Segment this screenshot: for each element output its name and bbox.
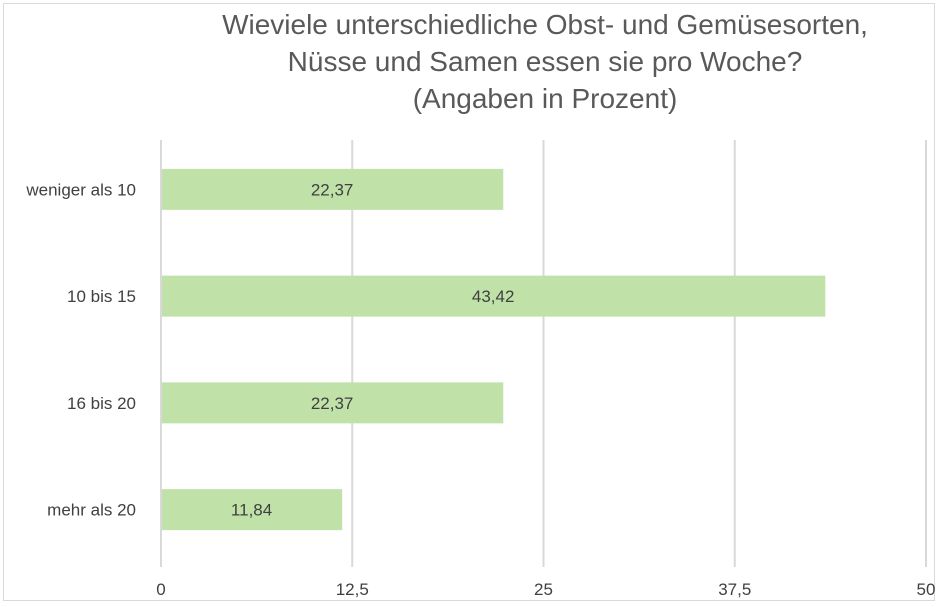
- title-line-1: Wieviele unterschiedliche Obst- und Gemü…: [222, 9, 868, 40]
- x-tick-label: 37,5: [718, 580, 751, 599]
- chart-title: Wieviele unterschiedliche Obst- und Gemü…: [150, 6, 940, 117]
- data-label: 11,84: [231, 501, 272, 520]
- data-label: 22,37: [311, 180, 354, 199]
- x-tick-label: 25: [534, 580, 553, 599]
- x-tick-label: 12,5: [336, 580, 369, 599]
- data-label: 22,37: [311, 394, 354, 413]
- x-tick-label: 50: [917, 580, 936, 599]
- bar: [162, 382, 504, 424]
- chart-frame: [3, 3, 935, 601]
- bar: [162, 168, 504, 210]
- title-line-3: (Angaben in Prozent): [412, 83, 678, 114]
- bar: [162, 275, 826, 317]
- data-label: 43,42: [472, 287, 515, 306]
- title-line-2: Nüsse und Samen essen sie pro Woche?: [287, 46, 803, 77]
- x-tick-label: 0: [156, 580, 165, 599]
- bar: [162, 489, 343, 531]
- y-category-label: 16 bis 20: [67, 394, 136, 413]
- y-category-label: mehr als 20: [47, 501, 136, 520]
- y-category-label: 10 bis 15: [67, 287, 136, 306]
- y-category-label: weniger als 10: [25, 180, 136, 199]
